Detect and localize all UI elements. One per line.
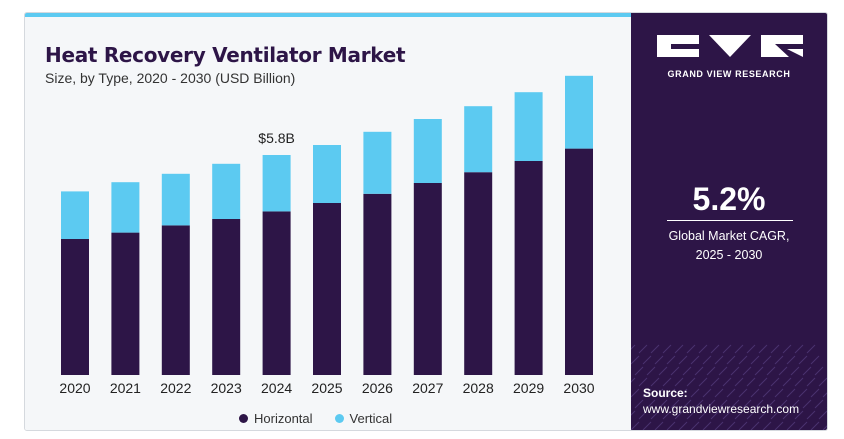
bar-vertical-2026 xyxy=(363,131,392,194)
bar-vertical-2029 xyxy=(514,92,543,161)
chart-area: Heat Recovery Ventilator Market Size, by… xyxy=(25,17,631,430)
legend-dot-vertical xyxy=(334,414,344,423)
bar-vertical-2023 xyxy=(212,163,241,219)
bar-horizontal-2026 xyxy=(363,193,392,375)
x-tick-label-2025: 2025 xyxy=(311,380,342,396)
bar-horizontal-2028 xyxy=(464,172,493,375)
grand-view-research-logo xyxy=(657,35,803,57)
cagr-label-line2: 2025 - 2030 xyxy=(695,248,763,262)
brand-name: GRAND VIEW RESEARCH xyxy=(667,69,791,79)
bar-vertical-2024 xyxy=(262,155,291,212)
bar-horizontal-2021 xyxy=(111,232,140,375)
legend: Horizontal Vertical xyxy=(239,411,392,426)
x-tick-label-2021: 2021 xyxy=(110,380,141,396)
decorative-pattern xyxy=(631,344,827,430)
legend-label-vertical: Vertical xyxy=(349,411,393,426)
source-url: www.grandviewresearch.com xyxy=(643,402,800,416)
bar-vertical-2022 xyxy=(161,173,190,226)
bar-vertical-2030 xyxy=(565,75,593,149)
source-note: Source: www.grandviewresearch.com xyxy=(643,385,799,417)
bar-vertical-2025 xyxy=(313,145,341,203)
bar-horizontal-2024 xyxy=(262,211,291,375)
bar-vertical-2028 xyxy=(464,106,493,173)
bar-chart: 2020 2021 2022 2023 2024 $5.8B 2025 2026 2027 202… xyxy=(59,75,595,396)
chart-title: Heat Recovery Ventilator Market xyxy=(45,43,406,67)
bar-vertical-2020 xyxy=(61,191,89,239)
legend-item-vertical: Vertical xyxy=(334,411,393,426)
cagr-value: 5.2% xyxy=(692,181,766,217)
bar-horizontal-2027 xyxy=(413,183,442,375)
x-tick-label-2027: 2027 xyxy=(412,380,443,396)
bar-horizontal-2029 xyxy=(514,161,543,375)
x-tick-label-2030: 2030 xyxy=(563,380,594,396)
x-tick-label-2024: 2024 xyxy=(261,380,292,396)
side-panel: GRAND VIEW RESEARCH 5.2% Global Market C… xyxy=(631,13,827,430)
x-tick-label-2022: 2022 xyxy=(160,380,191,396)
bar-horizontal-2020 xyxy=(61,239,89,375)
legend-item-horizontal: Horizontal xyxy=(239,411,313,426)
chart-card: Heat Recovery Ventilator Market Size, by… xyxy=(24,12,828,431)
legend-dot-horizontal xyxy=(239,414,248,423)
bar-horizontal-2023 xyxy=(212,219,241,375)
accent-bar xyxy=(25,13,631,17)
legend-label-horizontal: Horizontal xyxy=(254,411,313,426)
source-label: Source: xyxy=(643,386,688,400)
x-tick-label-2023: 2023 xyxy=(211,380,242,396)
cagr-label-line1: Global Market CAGR, xyxy=(668,229,790,243)
bar-horizontal-2022 xyxy=(161,225,190,375)
bar-vertical-2027 xyxy=(413,119,442,183)
bar-horizontal-2025 xyxy=(313,203,341,375)
annotation-label-2024: $5.8B xyxy=(258,130,295,146)
bar-vertical-2021 xyxy=(111,182,140,233)
x-tick-label-2029: 2029 xyxy=(513,380,544,396)
cagr-label: Global Market CAGR, 2025 - 2030 xyxy=(631,227,827,265)
cagr-divider xyxy=(667,220,793,221)
x-tick-label-2026: 2026 xyxy=(362,380,393,396)
x-tick-label-2028: 2028 xyxy=(463,380,494,396)
bar-horizontal-2030 xyxy=(565,148,593,375)
x-tick-label-2020: 2020 xyxy=(59,380,90,396)
chart-subtitle: Size, by Type, 2020 - 2030 (USD Billion) xyxy=(45,70,296,86)
